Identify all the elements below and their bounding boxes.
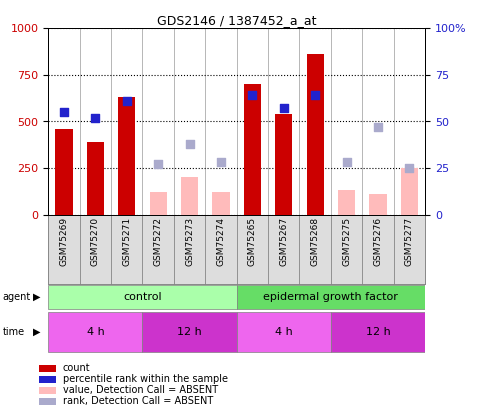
Text: GSM75265: GSM75265 — [248, 217, 257, 266]
Bar — [142, 312, 237, 352]
Bar — [87, 142, 104, 215]
Point — [249, 92, 256, 99]
Bar — [111, 215, 142, 284]
Bar — [48, 312, 142, 352]
Text: GSM75271: GSM75271 — [122, 217, 131, 266]
Text: GSM75275: GSM75275 — [342, 217, 351, 266]
Text: 4 h: 4 h — [86, 327, 104, 337]
Text: value, Detection Call = ABSENT: value, Detection Call = ABSENT — [63, 385, 218, 395]
Text: epidermal growth factor: epidermal growth factor — [263, 292, 398, 302]
Bar — [213, 192, 229, 215]
Bar — [56, 129, 72, 215]
Text: GSM75277: GSM75277 — [405, 217, 414, 266]
Bar — [401, 168, 418, 215]
Bar — [394, 215, 425, 284]
Text: GSM75272: GSM75272 — [154, 217, 163, 266]
Bar — [80, 215, 111, 284]
Text: GSM75273: GSM75273 — [185, 217, 194, 266]
Text: control: control — [123, 292, 162, 302]
Bar — [362, 215, 394, 284]
Bar — [338, 190, 355, 215]
Point — [60, 109, 68, 115]
Bar — [118, 97, 135, 215]
Bar — [39, 376, 56, 383]
Text: GSM75276: GSM75276 — [373, 217, 383, 266]
Text: GSM75268: GSM75268 — [311, 217, 320, 266]
Bar — [244, 84, 261, 215]
Bar — [369, 194, 386, 215]
Bar — [39, 398, 56, 405]
Bar — [268, 215, 299, 284]
Point — [123, 98, 130, 104]
Point — [280, 105, 288, 112]
Bar — [150, 192, 167, 215]
Bar — [275, 114, 292, 215]
Bar — [237, 215, 268, 284]
Text: GSM75269: GSM75269 — [59, 217, 69, 266]
Text: count: count — [63, 363, 90, 373]
Text: ▶: ▶ — [33, 327, 41, 337]
Text: rank, Detection Call = ABSENT: rank, Detection Call = ABSENT — [63, 396, 213, 405]
Bar — [174, 215, 205, 284]
Bar — [181, 177, 198, 215]
Text: 12 h: 12 h — [177, 327, 202, 337]
Text: 12 h: 12 h — [366, 327, 390, 337]
Title: GDS2146 / 1387452_a_at: GDS2146 / 1387452_a_at — [157, 14, 316, 27]
Point — [312, 92, 319, 99]
Point — [155, 161, 162, 168]
Bar — [48, 285, 237, 309]
Text: agent: agent — [2, 292, 30, 302]
Point — [186, 141, 194, 147]
Point — [343, 159, 351, 166]
Bar — [299, 215, 331, 284]
Bar — [39, 387, 56, 394]
Bar — [48, 215, 80, 284]
Bar — [307, 54, 324, 215]
Text: 4 h: 4 h — [275, 327, 293, 337]
Bar — [237, 285, 425, 309]
Bar — [142, 215, 174, 284]
Text: GSM75274: GSM75274 — [216, 217, 226, 266]
Bar — [331, 215, 362, 284]
Bar — [331, 312, 425, 352]
Text: GSM75267: GSM75267 — [279, 217, 288, 266]
Text: ▶: ▶ — [33, 292, 41, 302]
Point — [217, 159, 225, 166]
Bar — [39, 364, 56, 372]
Point — [92, 115, 99, 121]
Point — [374, 124, 382, 130]
Point — [406, 165, 413, 171]
Text: GSM75270: GSM75270 — [91, 217, 100, 266]
Text: time: time — [2, 327, 25, 337]
Text: percentile rank within the sample: percentile rank within the sample — [63, 374, 228, 384]
Bar — [205, 215, 237, 284]
Bar — [237, 312, 331, 352]
